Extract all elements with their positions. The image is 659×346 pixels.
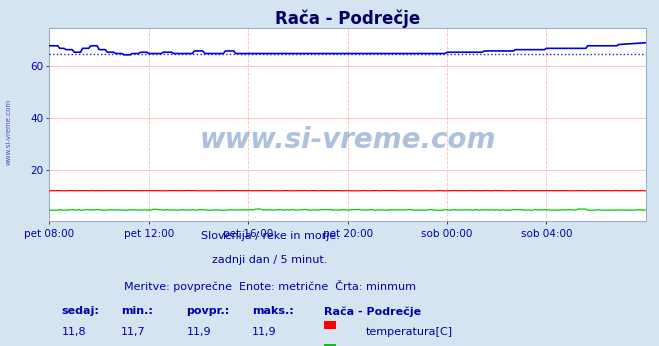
Text: 11,9: 11,9 — [186, 327, 212, 337]
Text: 11,7: 11,7 — [121, 327, 146, 337]
Text: 11,8: 11,8 — [61, 327, 86, 337]
Text: temperatura[C]: temperatura[C] — [366, 327, 453, 337]
Text: 11,9: 11,9 — [252, 327, 277, 337]
Text: povpr.:: povpr.: — [186, 306, 230, 316]
Text: maks.:: maks.: — [252, 306, 294, 316]
Text: www.si-vreme.com: www.si-vreme.com — [200, 126, 496, 154]
Text: sedaj:: sedaj: — [61, 306, 100, 316]
Text: Slovenija / reke in morje.: Slovenija / reke in morje. — [200, 231, 339, 241]
Title: Rača - Podrečje: Rača - Podrečje — [275, 9, 420, 28]
Text: zadnji dan / 5 minut.: zadnji dan / 5 minut. — [212, 255, 328, 265]
Text: min.:: min.: — [121, 306, 153, 316]
Text: Rača - Podrečje: Rača - Podrečje — [324, 306, 421, 317]
Text: Meritve: povprečne  Enote: metrične  Črta: minmum: Meritve: povprečne Enote: metrične Črta:… — [124, 280, 416, 292]
Text: www.si-vreme.com: www.si-vreme.com — [5, 98, 11, 165]
